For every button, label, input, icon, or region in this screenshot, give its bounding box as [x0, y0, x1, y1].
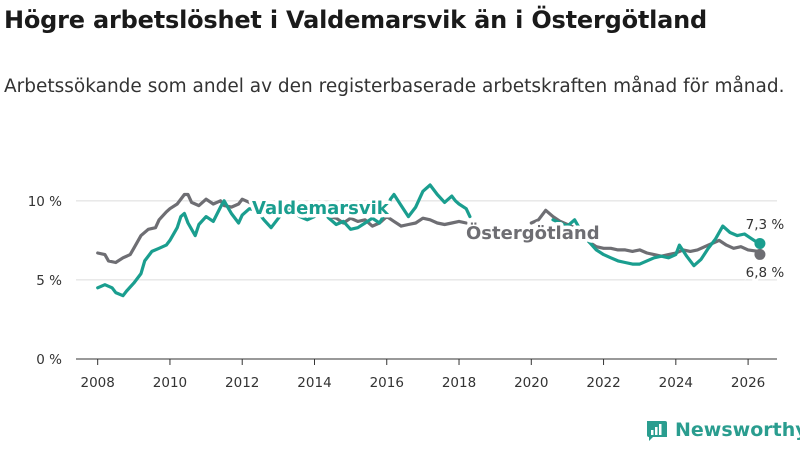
x-tick-label: 2026	[731, 375, 765, 391]
y-tick-label: 0 %	[36, 352, 62, 368]
x-tick-label: 2024	[659, 375, 693, 391]
series-label-valdemarsvik: Valdemarsvik	[252, 198, 390, 219]
series-layer	[96, 183, 766, 298]
brand: Newsworthy	[645, 419, 800, 441]
end-point-valdemarsvik	[754, 238, 766, 250]
line-chart: 0 % 5 % 10 % 2008 2010 2012 2014 2016 2018 2020 20…	[27, 183, 787, 391]
y-tick-label: 5 %	[36, 273, 62, 289]
x-tick-label: 2012	[225, 375, 259, 391]
series-label-ostergotland: Östergötland	[466, 222, 600, 244]
x-tick-label: 2020	[514, 375, 548, 391]
brand-name: Newsworthy	[675, 419, 800, 441]
x-tick-label: 2010	[153, 375, 187, 391]
x-tick-label: 2022	[586, 375, 620, 391]
end-value-label-valdemarsvik: 7,3 %	[746, 217, 785, 233]
y-tick-label: 10 %	[28, 194, 62, 210]
series-line-ostergotland	[96, 192, 468, 265]
newsworthy-logo-icon	[647, 421, 667, 441]
label-layer: Valdemarsvik Östergötland 7,3 % 6,8 %	[249, 195, 787, 284]
chart-title: Högre arbetslöshet i Valdemarsvik än i Ö…	[4, 6, 708, 34]
x-tick-label: 2016	[370, 375, 404, 391]
series-line-valdemarsvik	[96, 183, 472, 298]
series-line-valdemarsvik	[551, 218, 761, 268]
chart-subtitle: Arbetssökande som andel av den registerb…	[4, 76, 785, 97]
axis-layer: 0 % 5 % 10 % 2008 2010 2012 2014 2016 2018 2020 20…	[28, 194, 777, 391]
end-value-label-ostergotland: 6,8 %	[746, 265, 785, 281]
end-point-ostergotland	[754, 248, 766, 260]
grid-layer	[76, 200, 777, 360]
x-tick-label: 2018	[442, 375, 476, 391]
x-tick-label: 2008	[81, 375, 115, 391]
x-tick-label: 2014	[297, 375, 331, 391]
